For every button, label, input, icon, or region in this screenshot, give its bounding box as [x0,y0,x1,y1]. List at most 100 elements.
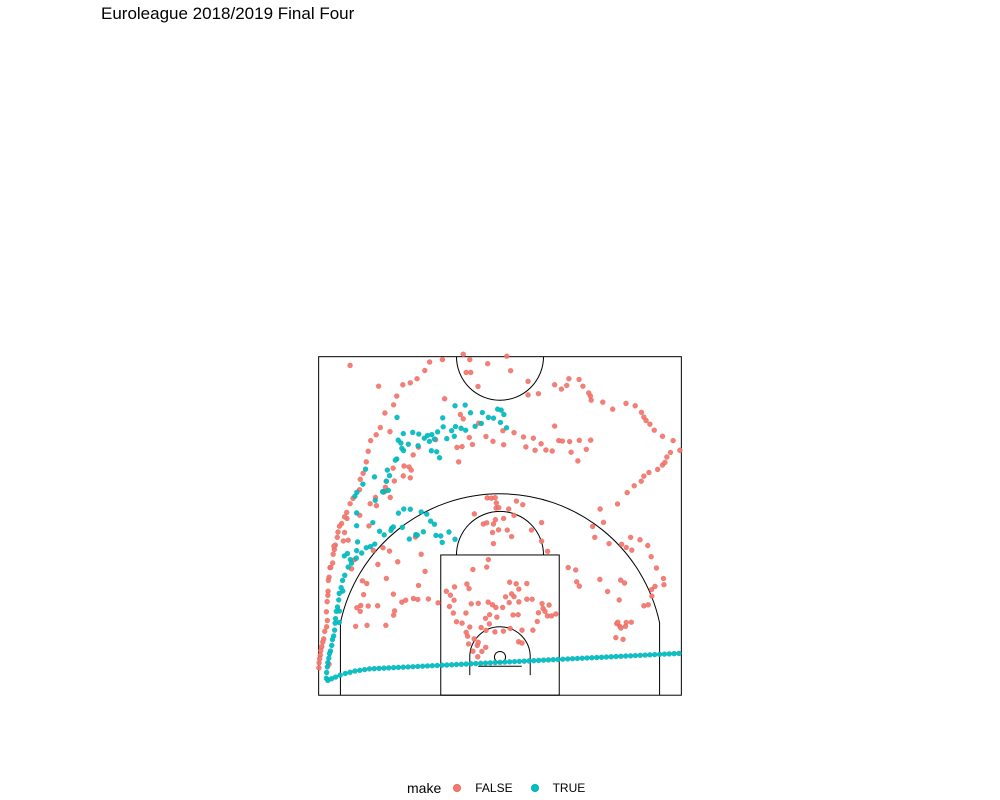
shot-point-false [474,653,481,660]
shot-point-false [464,581,470,587]
shot-point-true [434,662,440,669]
shot-point-false [470,648,476,654]
shot-point-true [410,663,416,670]
shot-point-true [494,406,501,412]
shot-point-true [651,651,658,658]
shot-point-true [531,657,537,664]
shot-point-true [535,657,542,664]
shot-point-false [347,362,353,369]
shot-point-false [524,580,530,587]
shot-point-true [478,420,485,427]
legend-label-true: TRUE [552,781,586,795]
shot-point-true [431,521,438,528]
shot-point-false [402,597,409,603]
shot-point-true [579,655,586,662]
paint-rect [440,554,560,696]
shot-point-false [450,610,457,616]
shot-point-true [405,664,411,670]
shot-point-false [390,465,396,471]
shot-point-false [483,520,490,526]
shot-point-false [499,604,506,611]
shot-point-true [516,658,523,665]
shot-point-false [644,542,651,549]
shot-point-false [451,584,458,590]
shot-point-false [623,400,629,407]
shot-point-false [335,529,341,535]
shot-point-false [460,416,467,422]
shot-point-false [471,636,477,642]
shot-point-false [331,543,337,550]
shot-point-true [434,429,441,435]
shot-point-false [507,367,514,374]
shot-point-true [390,664,397,671]
shot-point-false [370,547,377,554]
shot-point-false [324,617,331,624]
shot-point-false [486,621,493,627]
shot-point-false [599,399,606,405]
shot-point-false [426,359,433,365]
shot-point-false [345,537,351,544]
legend-item-false: FALSE [453,781,513,795]
shot-point-true [439,415,446,421]
shot-point-true [324,664,331,670]
shot-point-false [408,467,415,473]
shot-point-false [583,446,590,453]
shot-point-true [647,652,653,658]
shot-point-false [638,409,645,416]
shot-point-false [418,551,424,558]
shot-point-true [353,547,360,554]
shot-point-true [627,652,634,659]
shot-point-true [424,663,431,669]
shot-point-true [473,660,479,667]
shot-point-false [324,598,330,605]
shot-point-false [529,596,535,603]
shot-point-false [465,641,472,647]
shot-point-true [400,506,407,512]
shot-point-false [511,512,517,519]
shot-point-true [336,590,343,597]
shot-point-true [358,550,365,556]
shot-point-false [506,599,512,606]
shot-point-false [575,458,581,464]
shot-point-false [641,414,647,420]
shot-point-false [341,513,348,520]
shot-point-false [654,466,661,473]
shot-point-false [387,494,394,501]
shot-point-true [452,423,459,430]
shot-point-false [649,593,655,599]
shot-point-false [485,556,492,563]
shot-point-false [390,402,397,408]
shot-point-true [526,658,532,664]
shot-point-false [484,360,491,367]
shot-point-false [618,541,625,548]
shot-point-false [367,500,373,507]
shot-point-true [433,448,440,455]
court-lines [318,356,682,696]
shot-point-false [623,619,630,626]
shot-point-false [334,534,341,541]
shot-point-true [328,642,335,649]
shot-point-false [591,534,598,541]
shot-point-false [565,564,571,571]
legend-item-true: TRUE [530,781,586,795]
shot-point-false [609,406,616,412]
shot-point-true [353,522,360,529]
shot-point-false [414,375,420,382]
shot-point-true [361,666,368,673]
shot-point-true [502,659,508,665]
shot-point-true [338,584,344,591]
shot-point-true [671,650,677,657]
shot-point-false [391,608,398,614]
shot-point-false [551,423,558,429]
shot-point-false [375,561,381,568]
shot-point-true [419,663,426,669]
shot-point-false [667,449,674,456]
shot-point-true [348,560,355,566]
shot-point-false [492,629,498,635]
shot-point-false [394,558,401,565]
shot-point-false [435,600,441,606]
shot-point-false [542,608,548,615]
shot-point-false [341,529,348,536]
shot-point-true [394,414,400,421]
shot-point-true [323,669,330,676]
